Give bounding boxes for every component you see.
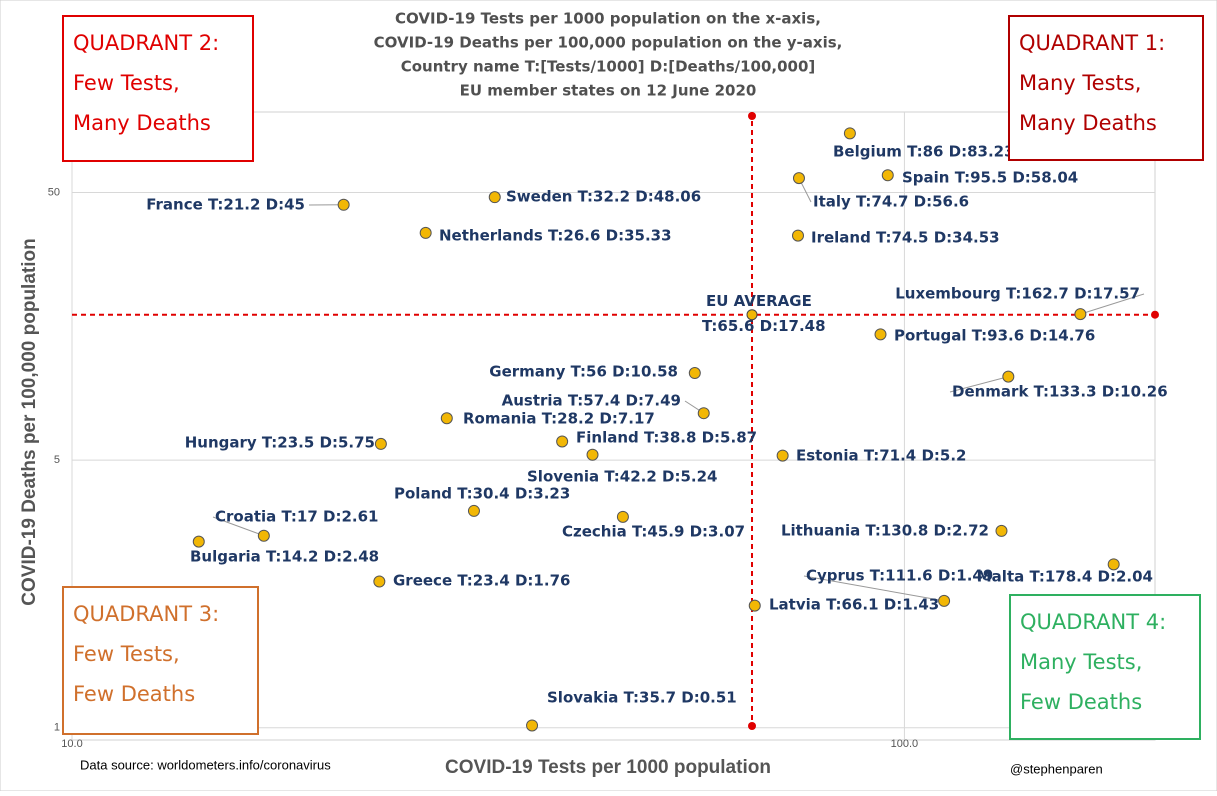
chart-title: COVID-19 Tests per 1000 population on th… xyxy=(395,10,821,28)
quadrant-text: QUADRANT 3: xyxy=(73,602,219,626)
point-label: Denmark T:133.3 D:10.26 xyxy=(952,383,1168,401)
point-label: Finland T:38.8 D:5.87 xyxy=(576,429,757,447)
chart-title: Country name T:[Tests/1000] D:[Deaths/10… xyxy=(401,58,816,76)
point xyxy=(698,408,709,419)
point xyxy=(441,413,452,424)
point xyxy=(489,192,500,203)
source: Data source: worldometers.info/coronavir… xyxy=(80,757,331,772)
point xyxy=(689,368,700,379)
point xyxy=(374,576,385,587)
point-label: Ireland T:74.5 D:34.53 xyxy=(811,229,1000,247)
reference-label: EU AVERAGE xyxy=(706,292,812,310)
point-label: Italy T:74.7 D:56.6 xyxy=(813,193,969,211)
point xyxy=(1003,371,1014,382)
point-label: France T:21.2 D:45 xyxy=(146,196,305,214)
point xyxy=(882,170,893,181)
point-label: Netherlands T:26.6 D:35.33 xyxy=(439,227,672,245)
point-label: Spain T:95.5 D:58.04 xyxy=(902,169,1078,187)
point-label: Sweden T:32.2 D:48.06 xyxy=(506,188,701,206)
point xyxy=(792,230,803,241)
y-axis-title: COVID-19 Deaths per 100,000 population xyxy=(19,238,40,605)
point xyxy=(420,227,431,238)
point xyxy=(996,525,1007,536)
y-tick-label: 1 xyxy=(54,722,60,734)
reference-end xyxy=(1151,311,1159,319)
point-label: Luxembourg T:162.7 D:17.57 xyxy=(895,285,1140,303)
point-label: Slovenia T:42.2 D:5.24 xyxy=(527,468,717,486)
quadrant-text: Few Tests, xyxy=(73,71,180,95)
quadrant-text: QUADRANT 1: xyxy=(1019,31,1165,55)
reference-end xyxy=(748,722,756,730)
quadrant-text: QUADRANT 4: xyxy=(1020,610,1166,634)
point-label: Greece T:23.4 D:1.76 xyxy=(393,572,570,590)
point xyxy=(617,511,628,522)
point-label: Hungary T:23.5 D:5.75 xyxy=(185,434,375,452)
point xyxy=(844,128,855,139)
point-label: Slovakia T:35.7 D:0.51 xyxy=(547,689,737,707)
point xyxy=(527,720,538,731)
point-label: Cyprus T:111.6 D:1.49 xyxy=(806,567,993,585)
point xyxy=(875,329,886,340)
quadrant-text: QUADRANT 2: xyxy=(73,31,219,55)
quadrant-text: Many Tests, xyxy=(1019,71,1141,95)
quadrant-text: Many Deaths xyxy=(73,111,211,135)
quadrant-text: Few Deaths xyxy=(1020,690,1142,714)
point-label: Belgium T:86 D:83.23 xyxy=(833,143,1015,161)
y-tick-label: 5 xyxy=(54,454,60,466)
point xyxy=(258,530,269,541)
reference-end xyxy=(748,112,756,120)
chart-title: EU member states on 12 June 2020 xyxy=(460,82,757,100)
point xyxy=(375,438,386,449)
point xyxy=(777,450,788,461)
y-tick-label: 50 xyxy=(48,186,60,198)
point xyxy=(338,199,349,210)
point xyxy=(468,505,479,516)
x-tick-label: 100.0 xyxy=(891,738,919,750)
credit: @stephenparen xyxy=(1010,761,1103,776)
point-label: Romania T:28.2 D:7.17 xyxy=(463,410,655,428)
x-tick-label: 10.0 xyxy=(61,738,82,750)
point-label: Austria T:57.4 D:7.49 xyxy=(502,392,681,410)
quadrant-text: Few Tests, xyxy=(73,642,180,666)
point xyxy=(749,600,760,611)
point-label: Latvia T:66.1 D:1.43 xyxy=(769,596,939,614)
quadrant-text: Few Deaths xyxy=(73,682,195,706)
point xyxy=(939,595,950,606)
chart-title: COVID-19 Deaths per 100,000 population o… xyxy=(374,34,843,52)
point-label: Poland T:30.4 D:3.23 xyxy=(394,485,570,503)
quadrant-text: Many Deaths xyxy=(1019,111,1157,135)
point xyxy=(1075,309,1086,320)
reference-value-label: T:65.6 D:17.48 xyxy=(702,317,826,335)
point-label: Bulgaria T:14.2 D:2.48 xyxy=(190,548,379,566)
point xyxy=(793,173,804,184)
quadrant-text: Many Tests, xyxy=(1020,650,1142,674)
point xyxy=(557,436,568,447)
point-label: Lithuania T:130.8 D:2.72 xyxy=(781,522,989,540)
point-label: Malta T:178.4 D:2.04 xyxy=(977,568,1153,586)
point xyxy=(587,449,598,460)
x-axis-title: COVID-19 Tests per 1000 population xyxy=(445,757,771,778)
point-label: Portugal T:93.6 D:14.76 xyxy=(894,327,1095,345)
point-label: Croatia T:17 D:2.61 xyxy=(215,508,378,526)
point-label: Estonia T:71.4 D:5.2 xyxy=(796,447,966,465)
point-label: Czechia T:45.9 D:3.07 xyxy=(562,523,745,541)
point xyxy=(193,536,204,547)
point-label: Germany T:56 D:10.58 xyxy=(489,363,678,381)
